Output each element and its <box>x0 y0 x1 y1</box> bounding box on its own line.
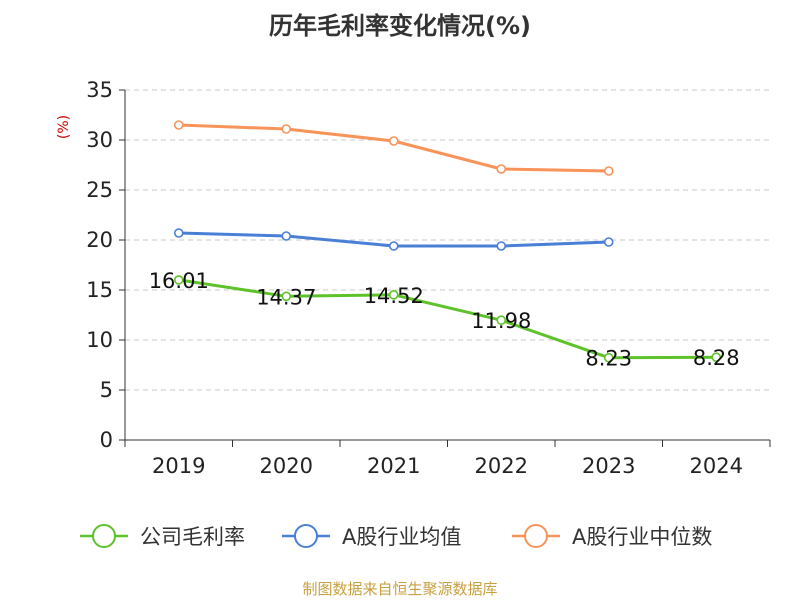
x-tick-label: 2021 <box>367 454 420 478</box>
x-tick-label: 2019 <box>152 454 205 478</box>
data-label: 8.23 <box>585 347 632 371</box>
y-axis-ticks: 0 5 10 15 20 25 30 35 <box>86 78 125 452</box>
data-point <box>173 275 184 285</box>
legend-item-2[interactable]: A股行业中位数 <box>512 524 712 549</box>
legend-marker <box>294 524 318 548</box>
y-axis-unit-label: (%) <box>56 115 72 139</box>
data-point <box>603 352 614 363</box>
series-lines <box>173 120 722 363</box>
data-label: 11.98 <box>471 309 531 333</box>
legend-marker <box>524 524 548 548</box>
data-point <box>603 166 614 176</box>
x-tick-label: 2020 <box>260 454 313 478</box>
y-tick-label: 35 <box>86 78 113 102</box>
data-point <box>173 228 184 238</box>
data-point <box>388 136 399 146</box>
y-tick-label: 20 <box>86 228 113 252</box>
legend-marker <box>92 524 116 548</box>
data-point <box>173 120 184 130</box>
data-label: 14.52 <box>364 284 424 308</box>
y-tick-label: 30 <box>86 128 113 152</box>
data-labels: 16.01 14.37 14.52 11.98 8.23 8.28 <box>149 269 740 371</box>
data-label: 8.28 <box>693 346 740 370</box>
y-tick-label: 10 <box>86 328 113 352</box>
data-point <box>496 315 507 326</box>
data-point <box>281 291 292 302</box>
y-tick-label: 25 <box>86 178 113 202</box>
y-tick-label: 15 <box>86 278 113 302</box>
data-point <box>281 231 292 241</box>
data-point <box>388 289 399 300</box>
legend: 公司毛利率 A股行业均值 A股行业中位数 <box>80 524 712 549</box>
legend-label: A股行业中位数 <box>572 525 712 549</box>
data-point <box>603 237 614 247</box>
legend-label: 公司毛利率 <box>140 525 245 549</box>
data-point <box>496 164 507 174</box>
data-point <box>388 241 399 251</box>
x-axis-ticks: 2019 2020 2021 2022 2023 2024 <box>124 440 771 478</box>
legend-item-0[interactable]: 公司毛利率 <box>80 524 245 549</box>
y-tick-label: 5 <box>100 378 113 402</box>
chart-title: 历年毛利率变化情况(%) <box>269 12 531 40</box>
series-line-2 <box>178 123 609 173</box>
legend-label: A股行业均值 <box>342 525 461 549</box>
data-label: 16.01 <box>149 269 209 293</box>
x-tick-label: 2022 <box>475 454 528 478</box>
legend-item-1[interactable]: A股行业均值 <box>282 524 461 549</box>
data-point <box>281 124 292 134</box>
data-label: 14.37 <box>256 285 316 309</box>
series-line-0 <box>178 278 717 360</box>
axes <box>124 90 770 441</box>
grid-lines <box>125 89 770 391</box>
y-tick-label: 0 <box>100 428 113 452</box>
data-point <box>711 352 722 363</box>
x-tick-label: 2024 <box>690 454 743 478</box>
data-source-note: 制图数据来自恒生聚源数据库 <box>302 580 498 598</box>
x-tick-label: 2023 <box>582 454 635 478</box>
data-point <box>496 241 507 251</box>
